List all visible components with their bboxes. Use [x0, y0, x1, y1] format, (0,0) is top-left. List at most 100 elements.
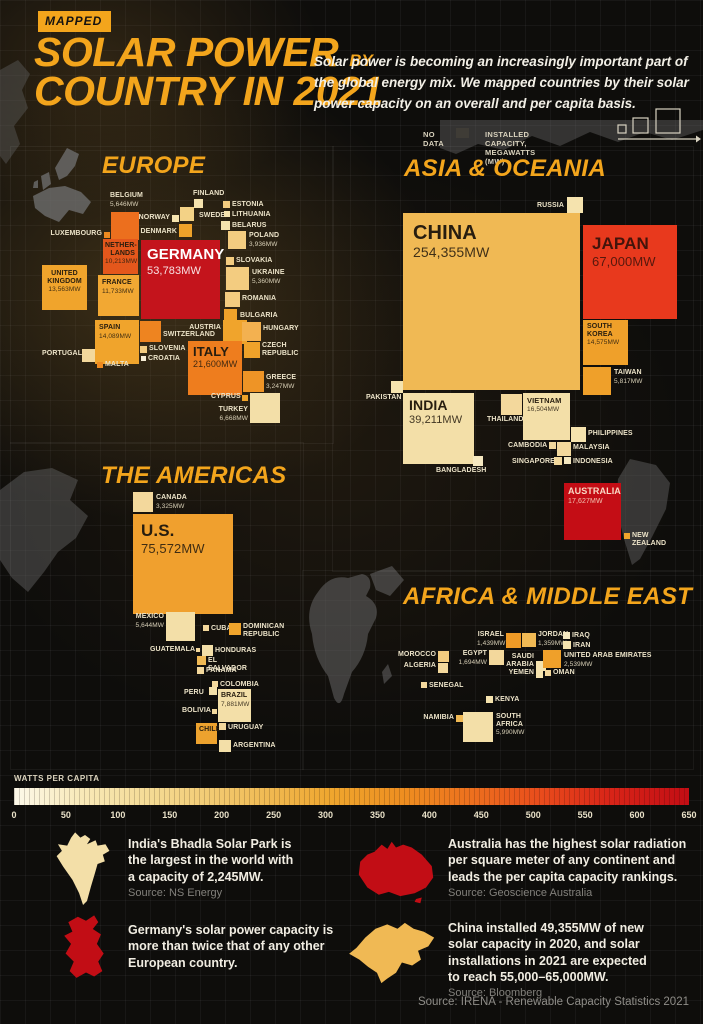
country-label-cyprus: CYPRUS	[211, 393, 241, 400]
country-label-belgium: BELGIUM 5,646MW	[110, 192, 143, 208]
colorbar-tick-600: 600	[629, 810, 645, 820]
country-square-colombia	[212, 681, 218, 687]
country-label-turkey: TURKEY 6,668MW	[218, 406, 248, 422]
country-label-cambodia: CAMBODIA	[508, 442, 548, 449]
country-square-estonia	[223, 201, 230, 208]
country-label-iran: IRAN	[573, 642, 591, 649]
country-square-cyprus	[242, 395, 248, 401]
fact-germany-text-block: Germany's solar power capacity is more t…	[128, 922, 368, 973]
size-scale-legend-icon	[617, 108, 701, 143]
country-label-algeria: ALGERIA	[403, 662, 436, 669]
country-label-slovenia: SLOVENIA	[149, 345, 186, 352]
country-label-u-s: U.S. 75,572MW	[141, 521, 205, 556]
country-label-denmark: DENMARK	[140, 228, 177, 235]
country-square-south-korea	[583, 320, 628, 365]
footer-source: Source: IRENA - Renewable Capacity Stati…	[417, 996, 689, 1008]
country-square-belgium	[111, 212, 139, 240]
country-label-panama: PANAMA	[206, 667, 237, 674]
fact-text: China installed 49,355MW of new solar ca…	[448, 921, 647, 984]
country-label-united-arab-emirates: UNITED ARAB EMIRATES 2,539MW	[564, 652, 652, 668]
country-label-taiwan: TAIWAN 5,817MW	[614, 369, 643, 385]
fact-china	[344, 920, 440, 991]
country-label-malaysia: MALAYSIA	[573, 444, 610, 451]
country-label-honduras: HONDURAS	[215, 647, 257, 654]
country-label-new-zealand: NEW ZEALAND	[632, 532, 667, 547]
fact-text: India's Bhadla Solar Park is the largest…	[128, 837, 294, 884]
country-label-el-salvador: EL SALVADOR	[208, 657, 248, 672]
country-label-senegal: SENEGAL	[429, 682, 464, 689]
no-data-swatch-icon	[456, 128, 469, 138]
country-square-portugal	[82, 349, 95, 362]
country-square-dominican-republic	[229, 623, 241, 635]
india-silhouette-icon	[56, 832, 110, 905]
region-title-asia-oceania: ASIA & OCEANIA	[404, 155, 606, 182]
country-label-israel: ISRAEL 1,439MW	[477, 631, 506, 647]
country-label-poland: POLAND 3,936MW	[249, 232, 280, 248]
region-title-americas: THE AMERICAS	[101, 462, 287, 489]
country-label-russia: RUSSIA	[536, 202, 564, 209]
colorbar-tick-250: 250	[266, 810, 282, 820]
country-square-cuba	[203, 625, 209, 631]
country-label-dominican-republic: DOMINICAN REPUBLIC	[243, 623, 285, 638]
country-square-lithuania	[224, 211, 230, 217]
country-label-malta: MALTA	[105, 361, 129, 368]
country-label-pakistan: PAKISTAN	[366, 394, 402, 401]
country-square-denmark	[179, 224, 192, 237]
country-square-philippines	[571, 427, 586, 442]
country-label-greece: GREECE 3,247MW	[266, 374, 297, 390]
colorbar-ticks: 0 50 100 150 200 250 300 350 400 450 500 550 600 650	[11, 810, 696, 822]
country-label-vietnam: VIETNAM 16,504MW	[527, 396, 562, 414]
fact-china-text-block: China installed 49,355MW of new solar ca…	[448, 920, 698, 999]
country-square-slovakia	[226, 257, 234, 265]
country-square-argentina	[219, 740, 231, 752]
country-square-honduras	[202, 645, 213, 656]
fact-australia	[352, 836, 440, 909]
greenland-map-silhouette	[0, 60, 30, 164]
title-by: BY	[349, 51, 373, 70]
country-label-united-kingdom: UNITED KINGDOM 13,563MW	[47, 270, 82, 294]
country-label-mexico: MEXICO 5,644MW	[135, 613, 164, 629]
country-label-croatia: CROATIA	[148, 355, 181, 362]
country-label-egypt: EGYPT 1,694MW	[458, 650, 487, 666]
country-square-greece	[243, 371, 264, 392]
country-square-sweden	[180, 207, 194, 221]
germany-silhouette-icon	[64, 915, 104, 978]
country-square-panama	[197, 667, 204, 674]
country-label-bolivia: BOLIVIA	[182, 707, 212, 714]
country-square-united-arab-emirates	[543, 650, 561, 668]
country-label-singapore: SINGAPORE	[512, 458, 555, 465]
fact-australia-text-block: Australia has the highest solar radiatio…	[448, 836, 698, 899]
colorbar-tick-300: 300	[318, 810, 334, 820]
country-square-israel	[506, 633, 521, 648]
country-square-singapore	[554, 457, 562, 465]
country-label-peru: PERU	[184, 689, 204, 696]
country-square-switzerland	[140, 321, 161, 342]
country-square-saudi-arabia	[536, 661, 546, 671]
country-label-nether-lands: NETHER- LANDS 10,213MW	[105, 242, 138, 266]
country-square-france	[98, 275, 139, 316]
colorbar-tick-50: 50	[60, 810, 71, 820]
country-square-italy	[188, 341, 242, 395]
country-square-united-kingdom	[42, 265, 87, 310]
country-label-belarus: BELARUS	[232, 222, 267, 229]
country-square-algeria	[438, 663, 448, 673]
colorbar-tick-150: 150	[162, 810, 178, 820]
title-line2: COUNTRY IN 2021	[34, 67, 383, 114]
country-label-colombia: COLOMBIA	[220, 681, 259, 688]
country-square-nether-lands	[103, 239, 138, 274]
colorbar-label: WATTS PER CAPITA	[14, 774, 100, 783]
country-square-morocco	[438, 651, 449, 662]
country-label-italy: ITALY 21,600MW	[193, 344, 238, 370]
fact-text: Germany's solar power capacity is more t…	[128, 923, 334, 970]
country-square-peru	[209, 687, 217, 695]
country-label-kenya: KENYA	[495, 696, 520, 703]
country-square-croatia	[141, 356, 146, 361]
country-square-bolivia	[212, 709, 217, 714]
russia-coast-map-silhouette	[440, 120, 703, 154]
country-square-iraq	[563, 632, 570, 639]
fact-india-text-block: India's Bhadla Solar Park is the largest…	[128, 836, 353, 899]
country-square-germany	[141, 240, 220, 319]
country-label-ukraine: UKRAINE 5,360MW	[252, 269, 285, 285]
country-square-belarus	[221, 221, 230, 230]
